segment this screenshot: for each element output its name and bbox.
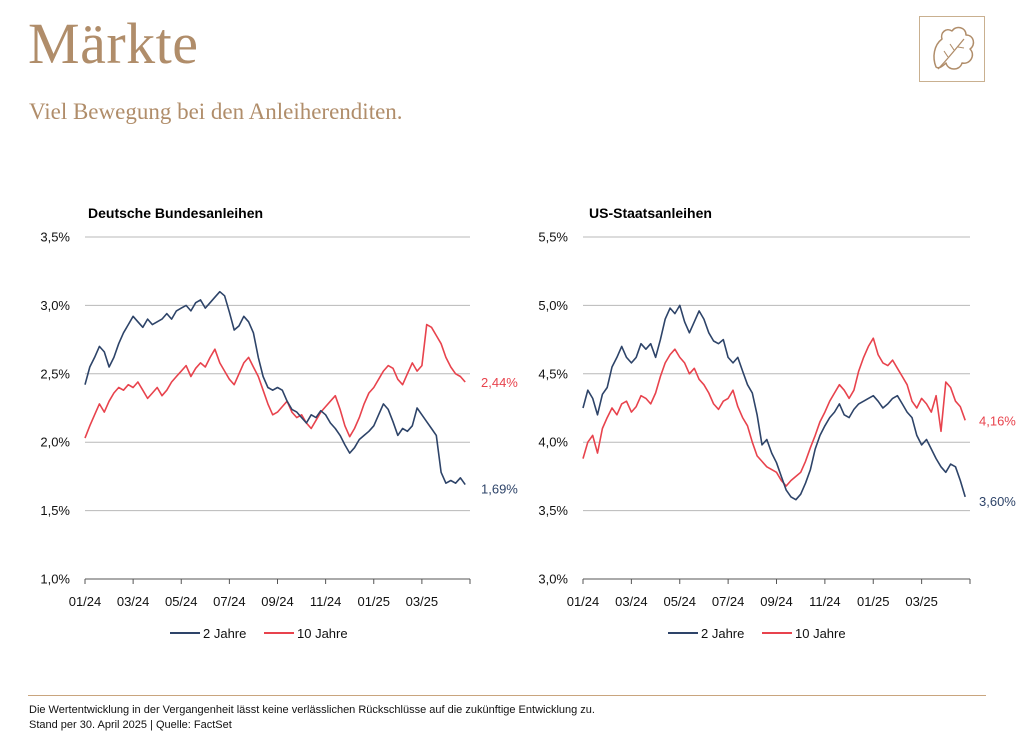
oak-leaf-logo-icon <box>919 16 985 82</box>
series-line-2-jahre <box>582 304 966 501</box>
page-subtitle: Viel Bewegung bei den Anleiherenditen. <box>29 99 403 124</box>
legend-label-2-jahre: 2 Jahre <box>203 626 246 641</box>
y-tick-label: 4,0% <box>538 435 568 450</box>
x-tick-label: 05/24 <box>663 594 696 609</box>
x-tick-label: 07/24 <box>213 594 246 609</box>
x-tick-label: 03/25 <box>406 594 439 609</box>
legend-label-10-jahre: 10 Jahre <box>297 626 348 641</box>
x-tick-label: 03/24 <box>117 594 150 609</box>
y-tick-label: 1,5% <box>40 503 70 518</box>
footer-disclaimer: Die Wertentwicklung in der Vergangenheit… <box>29 704 595 716</box>
end-label-10-jahre: 4,16% <box>979 413 1016 428</box>
x-tick-label: 01/24 <box>567 594 600 609</box>
series-line-2-jahre <box>84 290 466 486</box>
x-tick-label: 03/25 <box>905 594 938 609</box>
x-tick-label: 11/24 <box>310 594 342 609</box>
chart-title: Deutsche Bundesanleihen <box>88 205 263 221</box>
x-tick-label: 05/24 <box>165 594 198 609</box>
chart-us-staatsanleihen: US-Staatsanleihen 3,0% 3,5% 4,0% 4,5% 5,0% 5,5… <box>538 205 1016 641</box>
chart-title: US-Staatsanleihen <box>589 205 712 221</box>
series-line-10-jahre <box>84 323 466 439</box>
end-label-2-jahre: 3,60% <box>979 494 1016 509</box>
y-tick-label: 3,0% <box>538 572 568 587</box>
chart-deutsche-bundesanleihen: Deutsche Bundesanleihen 1,0% 1,5% 2,0% 2,5% 3… <box>40 205 518 641</box>
x-tick-label: 09/24 <box>261 594 294 609</box>
y-tick-label: 2,0% <box>40 435 70 450</box>
x-tick-label: 07/24 <box>712 594 745 609</box>
legend-label-10-jahre: 10 Jahre <box>795 626 846 641</box>
y-tick-label: 5,0% <box>538 298 568 313</box>
y-tick-label: 3,5% <box>40 230 70 245</box>
y-tick-label: 2,5% <box>40 366 70 381</box>
legend-label-2-jahre: 2 Jahre <box>701 626 744 641</box>
end-label-10-jahre: 2,44% <box>481 375 518 390</box>
y-tick-label: 5,5% <box>538 230 568 245</box>
x-tick-label: 09/24 <box>760 594 793 609</box>
y-tick-label: 1,0% <box>40 572 70 587</box>
series-line-10-jahre <box>582 337 966 487</box>
x-tick-label: 03/24 <box>615 594 648 609</box>
footer-source: Stand per 30. April 2025 | Quelle: FactS… <box>29 719 232 731</box>
x-tick-label: 11/24 <box>809 594 841 609</box>
end-label-2-jahre: 1,69% <box>481 482 518 497</box>
y-tick-label: 3,0% <box>40 298 70 313</box>
x-tick-label: 01/25 <box>357 594 390 609</box>
footer-divider <box>28 695 986 696</box>
page-title: Märkte <box>28 11 199 76</box>
y-tick-label: 3,5% <box>538 503 568 518</box>
y-tick-label: 4,5% <box>538 366 568 381</box>
x-tick-label: 01/24 <box>69 594 102 609</box>
x-tick-label: 01/25 <box>857 594 890 609</box>
